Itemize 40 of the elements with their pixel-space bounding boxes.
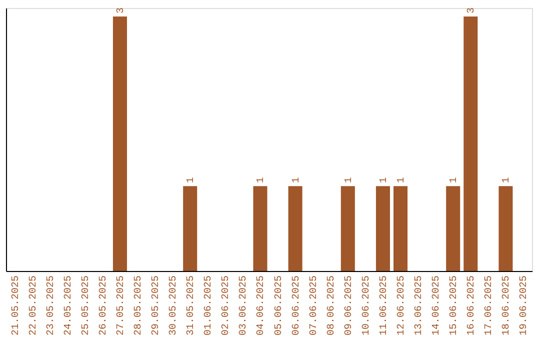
x-tick-label: 19.06.2025 (519, 276, 530, 336)
data-label: 1 (186, 177, 198, 184)
data-label: 1 (449, 177, 460, 184)
data-label: 1 (378, 177, 390, 184)
x-tick-label: 16.06.2025 (466, 276, 478, 336)
x-tick-label: 08.06.2025 (326, 276, 338, 336)
x-tick-label: 18.06.2025 (502, 276, 513, 336)
x-tick-label: 12.06.2025 (396, 276, 408, 336)
x-tick-label: 04.06.2025 (256, 276, 268, 336)
x-tick-label: 03.06.2025 (238, 276, 250, 336)
x-tick-label: 02.06.2025 (221, 276, 232, 336)
x-tick-label: 28.05.2025 (134, 276, 144, 336)
x-tick-label: 11.06.2025 (378, 276, 390, 336)
x-tick-label: 21.05.2025 (10, 276, 22, 336)
x-tick-label: 14.06.2025 (432, 276, 443, 336)
data-label: 3 (466, 7, 478, 14)
x-tick-label: 05.06.2025 (274, 276, 285, 336)
x-tick-label: 26.05.2025 (98, 276, 110, 336)
data-label: 1 (502, 177, 513, 184)
x-tick-label: 15.06.2025 (449, 276, 460, 336)
data-label: 1 (291, 177, 302, 184)
x-tick-label: 10.06.2025 (361, 276, 372, 336)
x-tick-label: 31.05.2025 (186, 276, 198, 336)
x-tick-label: 22.05.2025 (28, 276, 40, 336)
x-tick-label: 09.06.2025 (344, 276, 355, 336)
x-tick-label: 24.05.2025 (63, 276, 74, 336)
x-tick-label: 27.05.2025 (116, 276, 127, 336)
x-tick-label: 07.06.2025 (308, 276, 320, 336)
data-label: 1 (344, 177, 355, 184)
x-tick-label: 06.06.2025 (291, 276, 302, 336)
x-tick-label: 25.05.2025 (80, 276, 92, 336)
x-tick-label: 17.06.2025 (484, 276, 496, 336)
x-tick-label: 13.06.2025 (414, 276, 426, 336)
x-tick-label: 01.06.2025 (204, 276, 215, 336)
x-tick-label: 30.05.2025 (168, 276, 180, 336)
data-label: 1 (256, 177, 268, 184)
data-label: 3 (116, 7, 127, 14)
x-tick-label: 23.05.2025 (46, 276, 57, 336)
data-label: 1 (396, 177, 408, 184)
x-tick-label: 29.05.2025 (151, 276, 162, 336)
